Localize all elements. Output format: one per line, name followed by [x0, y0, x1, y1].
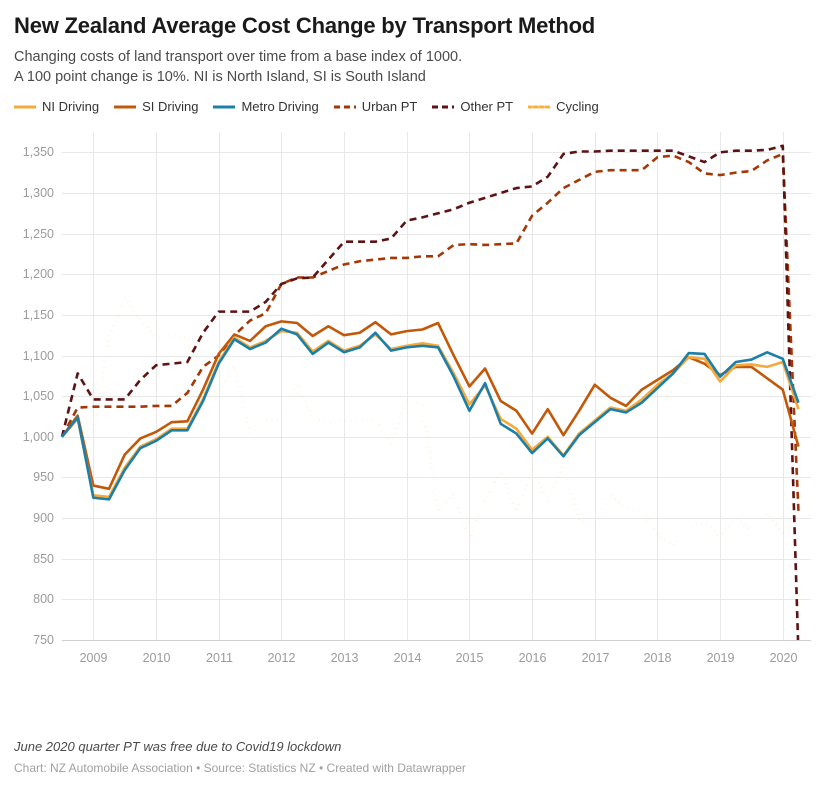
x-axis-tick-label: 2013 — [331, 651, 359, 665]
y-axis-tick-label: 800 — [33, 592, 54, 606]
x-axis-tick-label: 2016 — [519, 651, 547, 665]
x-axis-tick-label: 2017 — [582, 651, 610, 665]
legend-item-ni-driving[interactable]: NI Driving — [14, 99, 99, 114]
legend-item-other-pt[interactable]: Other PT — [432, 99, 513, 114]
plot-area: 750 800 850 900 950 1,000 1,050 1,100 1,150 1,200… — [14, 120, 811, 686]
legend-item-metro-driving[interactable]: Metro Driving — [213, 99, 319, 115]
x-axis-tick-label: 2012 — [268, 651, 296, 665]
legend-swatch-icon — [213, 101, 236, 112]
x-axis-tick-label: 2009 — [80, 651, 108, 665]
y-axis-tick-label: 1,150 — [23, 308, 54, 322]
x-axis-tick-label: 2014 — [394, 651, 422, 665]
legend-swatch-icon — [114, 101, 137, 112]
y-axis-tick-label: 1,250 — [23, 227, 54, 241]
legend-label: Cycling — [556, 99, 599, 115]
chart-container: New Zealand Average Cost Change by Trans… — [0, 13, 825, 790]
chart-subtitle: Changing costs of land transport over ti… — [14, 49, 463, 86]
chart-footnote: June 2020 quarter PT was free due to Cov… — [14, 739, 342, 754]
series-line-urban-pt — [60, 152, 800, 512]
legend-swatch-icon — [333, 101, 356, 112]
chart-legend: NI Driving SI Driving Metro Driving Urban P… — [14, 99, 811, 114]
legend-item-urban-pt[interactable]: Urban PT — [333, 99, 418, 115]
x-axis-tick-label: 2020 — [770, 651, 798, 665]
y-axis-tick-label: 1,100 — [23, 349, 54, 363]
line-chart-svg: 750 800 850 900 950 1,000 1,050 1,100 1,150 1,200… — [23, 132, 811, 665]
x-axis-tick-label: 2019 — [707, 651, 735, 665]
legend-label: NI Driving — [42, 99, 100, 115]
x-axis-tick-label: 2011 — [206, 651, 233, 665]
x-axis-tick-label: 2015 — [456, 651, 484, 665]
y-axis-tick-label: 750 — [33, 633, 54, 647]
chart-credits: Chart: NZ Automobile Association • Sourc… — [14, 761, 466, 775]
series-line-metro-driving — [60, 327, 800, 501]
x-axis-tick-label: 2018 — [644, 651, 672, 665]
y-axis-tick-label: 1,350 — [23, 145, 54, 159]
y-axis-tick-label: 950 — [33, 470, 54, 484]
legend-item-cycling[interactable]: Cycling — [528, 99, 599, 114]
series-group — [60, 144, 800, 641]
y-axis-tick-label: 1,200 — [23, 267, 54, 281]
y-axis-tick-label: 1,050 — [23, 389, 54, 403]
y-axis-tick-label: 1,300 — [23, 186, 54, 200]
legend-swatch-icon — [14, 101, 36, 112]
legend-label: Metro Driving — [241, 99, 319, 115]
page-title: New Zealand Average Cost Change by Trans… — [14, 13, 596, 38]
y-axis-tick-label: 900 — [33, 511, 54, 525]
legend-label: Other PT — [460, 99, 514, 115]
legend-label: SI Driving — [142, 99, 199, 115]
legend-item-si-driving[interactable]: SI Driving — [114, 99, 198, 114]
legend-swatch-icon — [432, 101, 455, 112]
series-line-other-pt — [60, 144, 800, 641]
x-axis-tick-label: 2010 — [143, 651, 171, 665]
y-axis-tick-label: 1,000 — [23, 430, 54, 444]
y-axis-tick-label: 850 — [33, 552, 54, 566]
legend-swatch-icon — [528, 101, 551, 112]
legend-label: Urban PT — [361, 99, 418, 115]
